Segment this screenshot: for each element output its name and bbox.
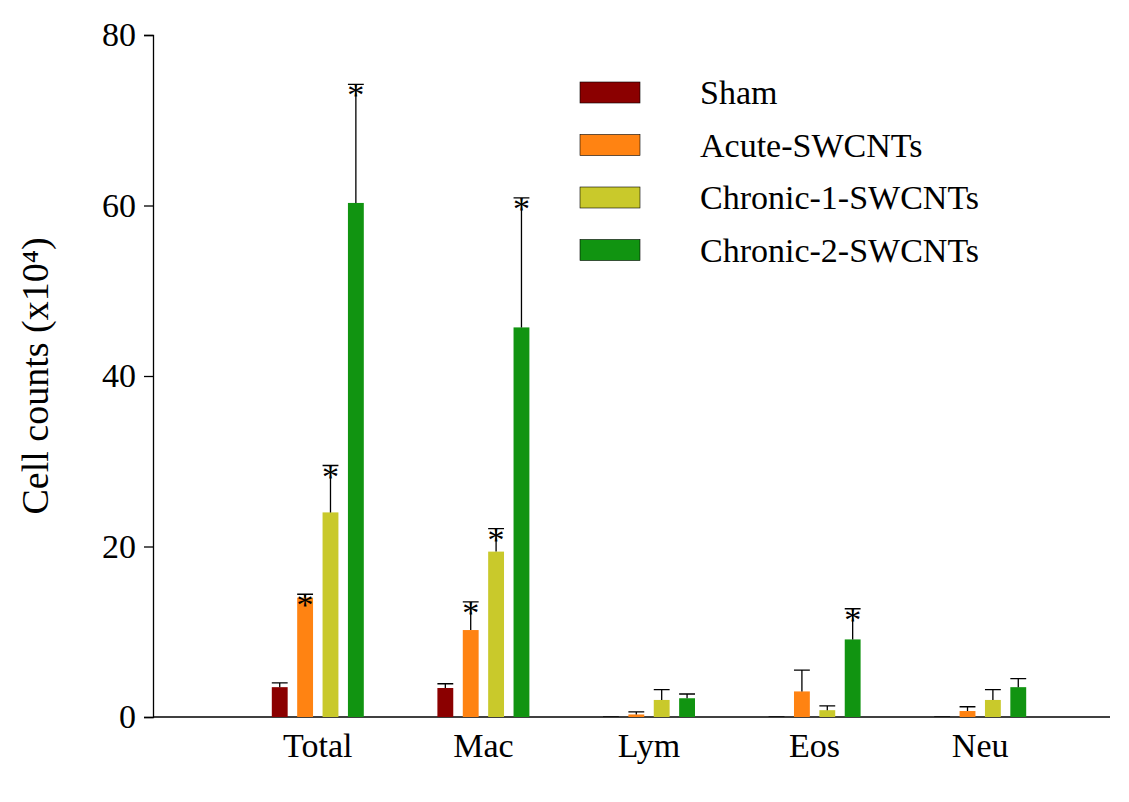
y-tick-label: 80 bbox=[102, 16, 136, 53]
bar bbox=[845, 639, 861, 717]
bar bbox=[463, 630, 479, 717]
error-bar bbox=[819, 706, 835, 710]
legend-swatch bbox=[580, 240, 640, 261]
bar bbox=[272, 687, 288, 717]
x-axis: Total Mac Lym Eos Neu bbox=[153, 717, 1110, 764]
chart: 020406080TotalMacLymEosNeu*******Cell co… bbox=[0, 0, 1129, 802]
y-tick-mark bbox=[144, 546, 153, 547]
significance-marker: * bbox=[513, 190, 530, 227]
legend-item: Acute-SWCNTs bbox=[580, 127, 922, 164]
y-tick-mark bbox=[144, 35, 153, 36]
x-tick: Eos bbox=[789, 717, 840, 764]
bar bbox=[769, 717, 785, 718]
x-tick: Total bbox=[283, 717, 352, 764]
bar bbox=[603, 717, 619, 718]
legend-label: Sham bbox=[700, 74, 777, 111]
y-tick: 80 bbox=[102, 16, 153, 53]
y-tick-label: 0 bbox=[119, 698, 136, 735]
bar bbox=[934, 717, 950, 718]
y-axis: 0 20 40 60 80 bbox=[102, 16, 154, 735]
y-tick-mark bbox=[144, 205, 153, 206]
bar bbox=[1010, 687, 1026, 717]
bar bbox=[819, 710, 835, 717]
legend-swatch bbox=[580, 135, 640, 156]
x-tick-label: Eos bbox=[789, 727, 840, 764]
y-tick-mark bbox=[144, 376, 153, 377]
error-bar bbox=[654, 690, 670, 700]
error-bar bbox=[960, 707, 976, 711]
bar bbox=[323, 512, 339, 717]
bars bbox=[272, 84, 1026, 717]
y-tick-label: 40 bbox=[102, 357, 136, 394]
y-tick: 0 bbox=[119, 698, 153, 735]
legend-item: Chronic-1-SWCNTs bbox=[580, 179, 979, 216]
y-axis-title: Cell counts (x10⁴) bbox=[14, 237, 57, 514]
error-bar bbox=[628, 712, 644, 715]
x-tick-label: Neu bbox=[952, 727, 1009, 764]
legend-label: Chronic-2-SWCNTs bbox=[700, 232, 979, 269]
bar bbox=[348, 203, 364, 717]
significance-marker: * bbox=[462, 594, 479, 631]
plot: 020406080TotalMacLymEosNeu******* bbox=[102, 16, 1110, 764]
legend-label: Chronic-1-SWCNTs bbox=[700, 179, 979, 216]
legend-swatch bbox=[580, 187, 640, 208]
bar bbox=[488, 552, 504, 717]
significance-marker: * bbox=[488, 521, 505, 558]
y-tick: 20 bbox=[102, 528, 153, 565]
bar bbox=[437, 688, 453, 717]
x-tick-label: Mac bbox=[453, 727, 513, 764]
significance-marker: * bbox=[322, 458, 339, 495]
error-bar bbox=[769, 716, 785, 717]
series bbox=[348, 84, 1026, 717]
error-bar bbox=[985, 690, 1001, 700]
y-tick-label: 60 bbox=[102, 187, 136, 224]
bar bbox=[514, 327, 530, 717]
error-bar bbox=[794, 670, 810, 691]
error-bar bbox=[934, 716, 950, 717]
series bbox=[323, 466, 1001, 717]
y-tick-mark bbox=[144, 717, 153, 718]
bar bbox=[679, 698, 695, 717]
y-tick-label: 20 bbox=[102, 528, 136, 565]
bar bbox=[794, 691, 810, 717]
legend: Sham Acute-SWCNTs Chronic-1-SWCNTs Chronic-… bbox=[580, 74, 979, 269]
significance-marker: * bbox=[297, 586, 314, 623]
series bbox=[297, 594, 975, 717]
bar bbox=[654, 700, 670, 717]
bar bbox=[985, 700, 1001, 717]
legend-label: Acute-SWCNTs bbox=[700, 127, 922, 164]
x-tick: Neu bbox=[952, 717, 1009, 764]
legend-swatch bbox=[580, 82, 640, 103]
bar bbox=[628, 714, 644, 717]
x-tick: Lym bbox=[618, 717, 680, 764]
y-tick: 40 bbox=[102, 357, 153, 394]
x-tick-label: Lym bbox=[618, 727, 680, 764]
y-axis-line bbox=[144, 36, 154, 718]
error-bar bbox=[679, 694, 695, 698]
legend-item: Chronic-2-SWCNTs bbox=[580, 232, 979, 269]
significance-marker: * bbox=[844, 601, 861, 638]
legend-item: Sham bbox=[580, 74, 777, 111]
significance-marker: * bbox=[347, 76, 364, 113]
x-tick-label: Total bbox=[283, 727, 352, 764]
error-bar bbox=[1010, 679, 1026, 688]
y-tick: 60 bbox=[102, 187, 153, 224]
bar bbox=[960, 711, 976, 717]
error-bar bbox=[437, 684, 453, 688]
error-bar bbox=[603, 716, 619, 717]
x-tick: Mac bbox=[453, 717, 513, 764]
error-bar bbox=[272, 683, 288, 687]
